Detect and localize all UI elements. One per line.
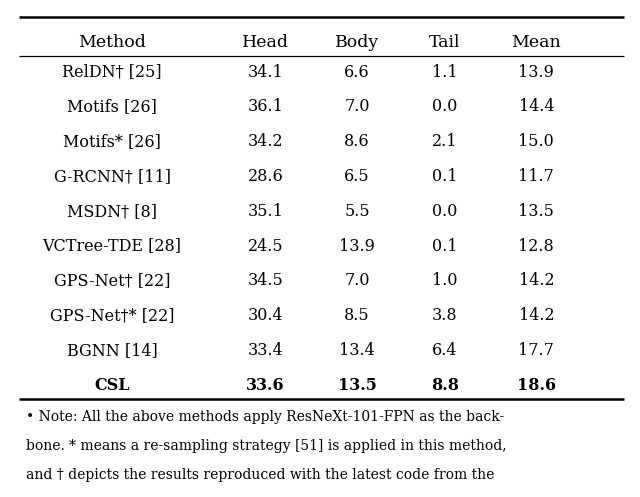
Text: 28.6: 28.6 <box>248 168 284 185</box>
Text: GPS-Net† [22]: GPS-Net† [22] <box>54 272 170 289</box>
Text: BGNN [14]: BGNN [14] <box>67 342 157 359</box>
Text: 14.2: 14.2 <box>518 272 554 289</box>
Text: 6.6: 6.6 <box>344 64 370 81</box>
Text: G-RCNN† [11]: G-RCNN† [11] <box>54 168 170 185</box>
Text: 14.4: 14.4 <box>518 98 554 115</box>
Text: 34.5: 34.5 <box>248 272 284 289</box>
Text: GPS-Net†* [22]: GPS-Net†* [22] <box>50 307 174 324</box>
Text: • Note: All the above methods apply ResNeXt-101-FPN as the back-: • Note: All the above methods apply ResN… <box>26 410 504 424</box>
Text: 15.0: 15.0 <box>518 133 554 150</box>
Text: 35.1: 35.1 <box>248 203 284 220</box>
Text: 13.9: 13.9 <box>518 64 554 81</box>
Text: 8.8: 8.8 <box>431 377 459 394</box>
Text: 34.2: 34.2 <box>248 133 284 150</box>
Text: 2.1: 2.1 <box>432 133 458 150</box>
Text: 5.5: 5.5 <box>344 203 370 220</box>
Text: Mean: Mean <box>511 34 561 51</box>
Text: MSDN† [8]: MSDN† [8] <box>67 203 157 220</box>
Text: 0.1: 0.1 <box>432 238 458 254</box>
Text: 0.1: 0.1 <box>432 168 458 185</box>
Text: Body: Body <box>335 34 380 51</box>
Text: 13.4: 13.4 <box>339 342 375 359</box>
Text: CSL: CSL <box>94 377 130 394</box>
Text: 6.4: 6.4 <box>432 342 458 359</box>
Text: Tail: Tail <box>429 34 461 51</box>
Text: 0.0: 0.0 <box>432 203 458 220</box>
Text: 12.8: 12.8 <box>518 238 554 254</box>
Text: 13.5: 13.5 <box>518 203 554 220</box>
Text: Motifs [26]: Motifs [26] <box>67 98 157 115</box>
Text: Method: Method <box>78 34 146 51</box>
Text: 36.1: 36.1 <box>248 98 284 115</box>
Text: 1.1: 1.1 <box>432 64 458 81</box>
Text: 11.7: 11.7 <box>518 168 554 185</box>
Text: 33.6: 33.6 <box>246 377 285 394</box>
Text: 1.0: 1.0 <box>432 272 458 289</box>
Text: 14.2: 14.2 <box>518 307 554 324</box>
Text: 3.8: 3.8 <box>432 307 458 324</box>
Text: 13.9: 13.9 <box>339 238 375 254</box>
Text: 24.5: 24.5 <box>248 238 284 254</box>
Text: 7.0: 7.0 <box>344 98 370 115</box>
Text: 30.4: 30.4 <box>248 307 284 324</box>
Text: 34.1: 34.1 <box>248 64 284 81</box>
Text: and † depicts the results reproduced with the latest code from the: and † depicts the results reproduced wit… <box>26 468 494 482</box>
Text: 13.5: 13.5 <box>338 377 376 394</box>
Text: 8.5: 8.5 <box>344 307 370 324</box>
Text: VCTree-TDE [28]: VCTree-TDE [28] <box>42 238 182 254</box>
Text: RelDN† [25]: RelDN† [25] <box>62 64 162 81</box>
Text: 18.6: 18.6 <box>516 377 556 394</box>
Text: Motifs* [26]: Motifs* [26] <box>63 133 161 150</box>
Text: Head: Head <box>242 34 289 51</box>
Text: 33.4: 33.4 <box>248 342 284 359</box>
Text: bone. * means a re-sampling strategy [51] is applied in this method,: bone. * means a re-sampling strategy [51… <box>26 439 506 453</box>
Text: 6.5: 6.5 <box>344 168 370 185</box>
Text: 7.0: 7.0 <box>344 272 370 289</box>
Text: 8.6: 8.6 <box>344 133 370 150</box>
Text: 17.7: 17.7 <box>518 342 554 359</box>
Text: 0.0: 0.0 <box>432 98 458 115</box>
